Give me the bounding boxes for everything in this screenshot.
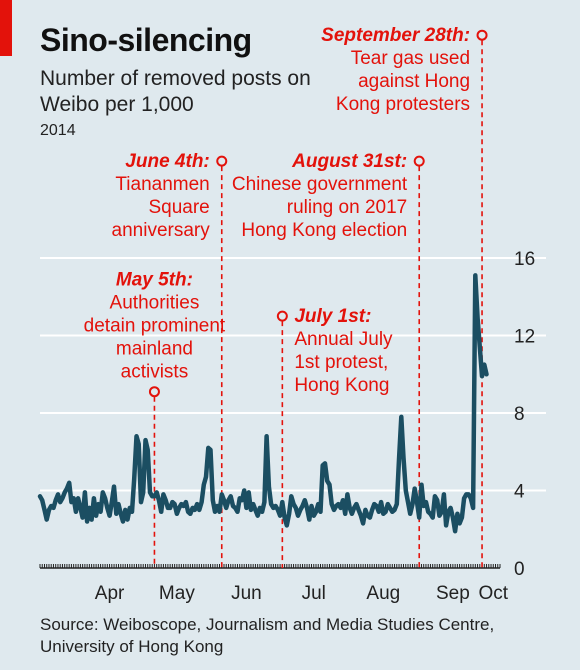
annotation-text: mainland [116, 339, 193, 360]
annotation-marker [413, 155, 425, 167]
chart-source: Source: Weiboscope, Journalism and Media… [40, 615, 495, 656]
annotation-text: Chinese government [232, 174, 408, 195]
y-tick-label: 4 [514, 482, 525, 503]
x-tick-label: Sep [436, 583, 470, 604]
x-tick-label: Aug [366, 583, 400, 604]
y-tick-label: 8 [514, 404, 525, 425]
annotation-marker [476, 29, 488, 41]
annotation-marker [216, 155, 228, 167]
annotation-text: Kong protesters [336, 94, 470, 115]
chart-year: 2014 [40, 122, 76, 139]
x-tick-label: Jun [231, 583, 262, 604]
annotation-date-label: May 5th: [116, 270, 193, 291]
brand-red-tab [0, 0, 12, 56]
annotation-text: against Hong [358, 71, 470, 92]
x-tick-label: May [159, 583, 195, 604]
annotation-text: anniversary [112, 220, 211, 241]
annotation-text: activists [121, 362, 189, 383]
y-tick-label: 0 [514, 559, 525, 580]
chart-title: Sino-silencing [40, 22, 252, 58]
annotation-date-label: June 4th: [125, 151, 209, 172]
annotation-text: Square [148, 197, 209, 218]
chart-subtitle: Number of removed posts on Weibo per 1,0… [40, 67, 311, 116]
annotation-text: Hong Kong [294, 375, 389, 396]
annotation-date-label: July 1st: [294, 306, 371, 327]
annotation-text: detain prominent [84, 316, 226, 337]
annotation-date-label: August 31st: [291, 151, 407, 172]
annotation-marker [276, 310, 288, 322]
y-tick-label: 12 [514, 327, 535, 348]
annotation-marker [148, 386, 160, 398]
y-tick-label: 16 [514, 249, 535, 270]
x-tick-label: Apr [95, 583, 125, 604]
annotation-text: 1st protest, [294, 352, 388, 373]
annotation-text: Tiananmen [115, 174, 209, 195]
x-tick-label: Oct [478, 583, 508, 604]
annotation-text: Tear gas used [351, 48, 470, 69]
x-tick-label: Jul [302, 583, 326, 604]
series-line [37, 273, 489, 534]
annotation-text: Hong Kong election [241, 220, 407, 241]
annotation-text: Authorities [110, 293, 200, 314]
annotation-date-label: September 28th: [321, 25, 470, 46]
annotation-text: Annual July [294, 329, 393, 350]
annotation-text: ruling on 2017 [287, 197, 407, 218]
